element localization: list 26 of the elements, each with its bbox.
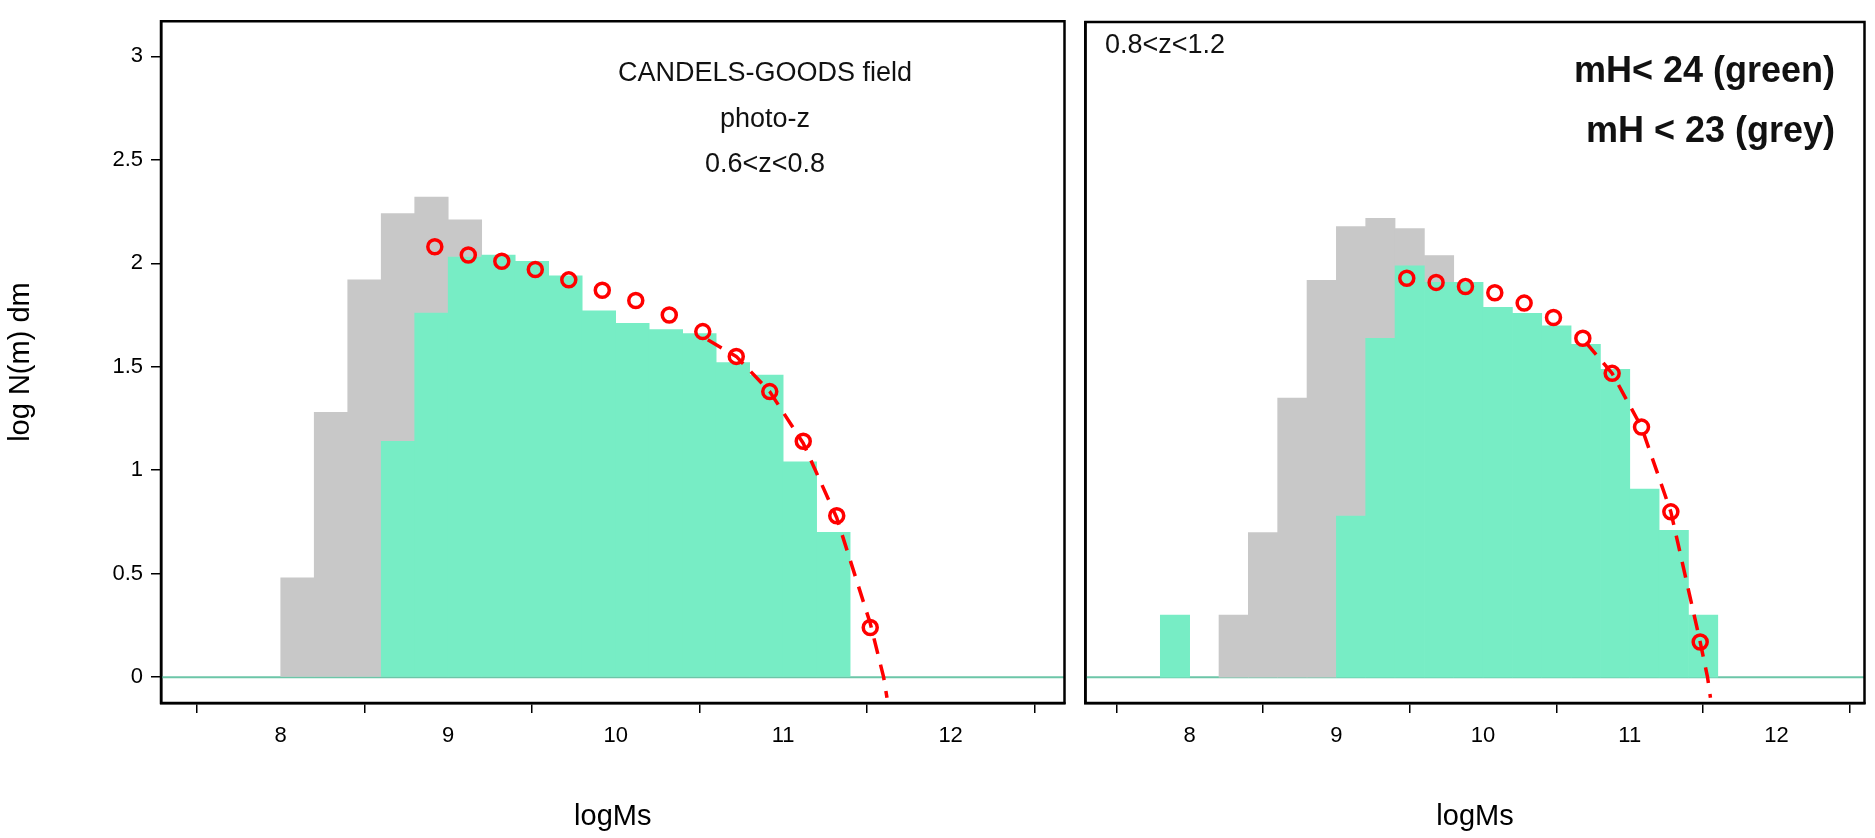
annotation: 0.6<z<0.8 [704, 147, 826, 178]
y-tick-label: 1.5 [112, 352, 143, 378]
x-tick-label: 10 [603, 722, 628, 748]
annotation: mH < 23 (grey) [1585, 109, 1835, 150]
x-axis-title: logMs [1436, 798, 1514, 831]
y-axis-title: log N(m) dm [3, 282, 36, 442]
x-tick-label: 11 [1618, 722, 1642, 748]
x-tick-label: 11 [771, 722, 795, 748]
y-tick-label: 2.5 [112, 145, 143, 171]
x-tick-label: 9 [442, 722, 455, 748]
y-tick-label: 3 [130, 42, 143, 68]
y-tick-label: 1 [130, 456, 143, 482]
annotation: mH< 24 (green) [1573, 49, 1835, 90]
x-tick-label: 12 [938, 722, 963, 748]
x-tick-label: 10 [1470, 722, 1496, 748]
x-axis-title: logMs [574, 798, 652, 831]
y-tick-label: 0.5 [112, 559, 143, 585]
y-tick-label: 2 [130, 249, 143, 275]
x-tick-label: 8 [274, 722, 287, 748]
annotation: photo-z [719, 102, 811, 133]
x-tick-label: 12 [1764, 722, 1789, 748]
y-tick-label: 0 [130, 663, 143, 689]
annotation: 0.8<z<1.2 [1105, 28, 1226, 59]
annotation: CANDELS-GOODS field [617, 56, 913, 87]
x-tick-label: 8 [1183, 722, 1196, 748]
x-tick-label: 9 [1330, 722, 1343, 748]
